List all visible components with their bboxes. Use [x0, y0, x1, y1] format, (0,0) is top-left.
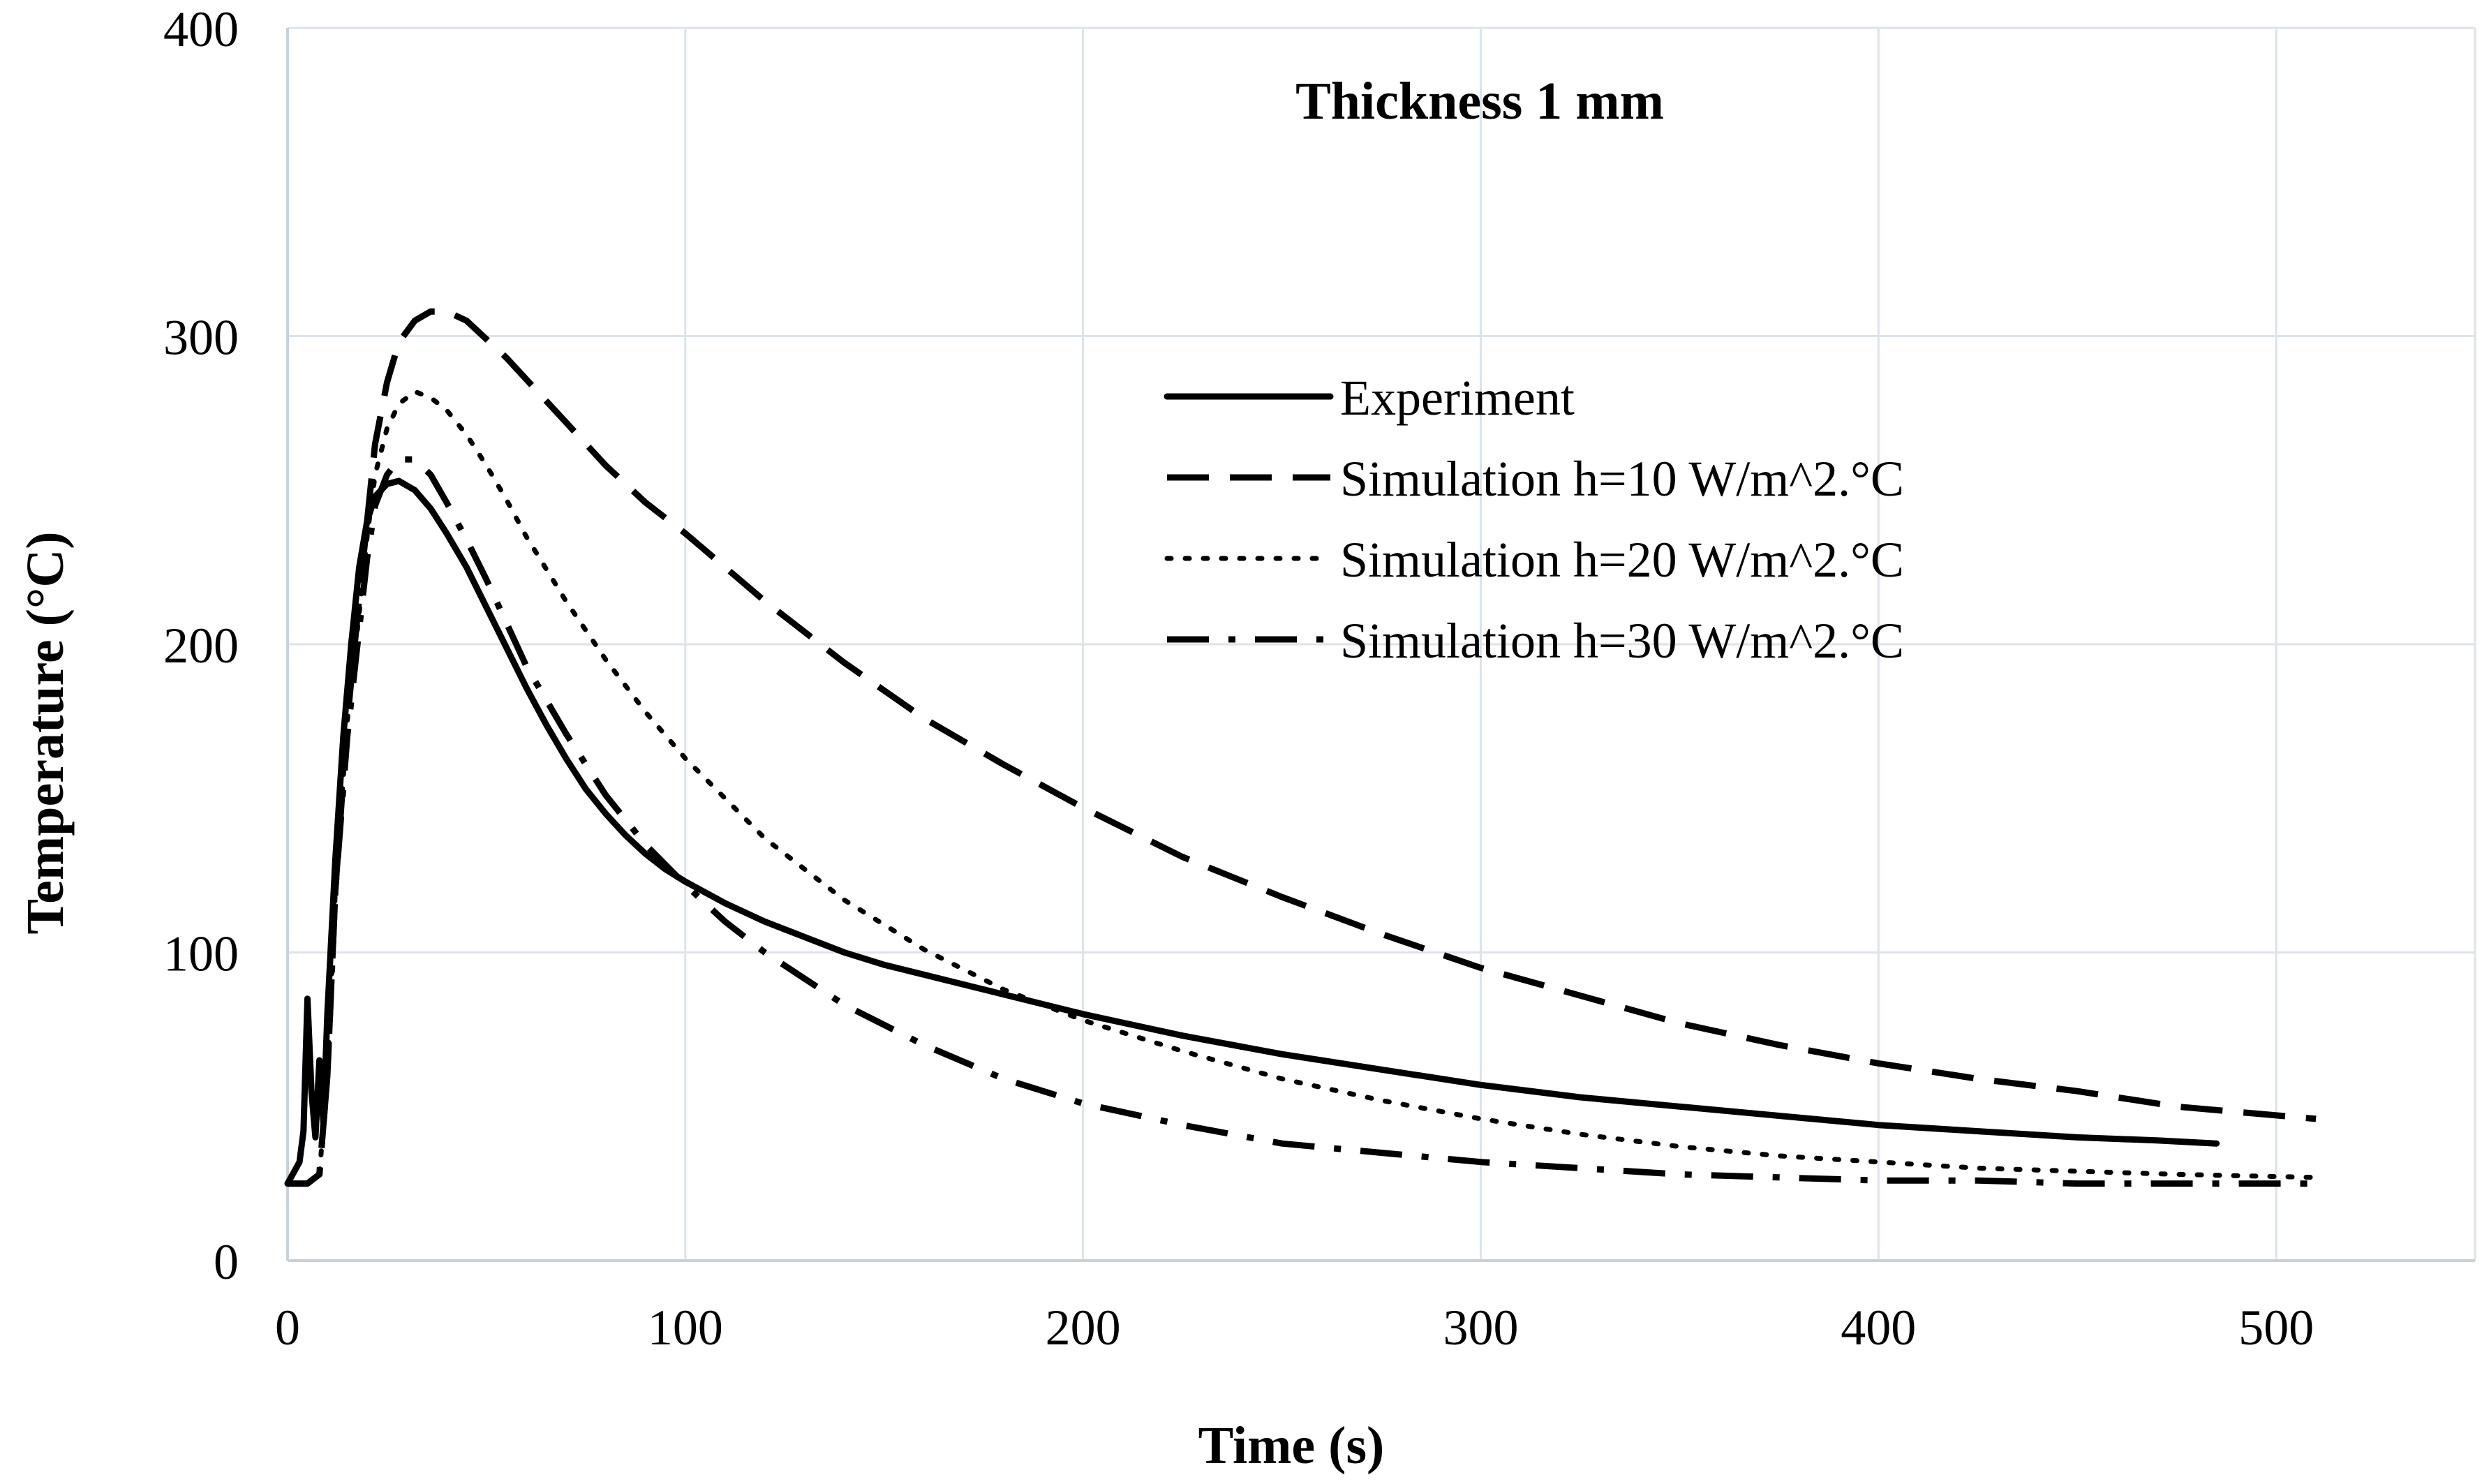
legend: Experiment Simulation h=10 W/m^2.°C Simula… [1164, 370, 1904, 669]
x-tick-label: 100 [648, 1300, 723, 1356]
legend-label-1: Experiment [1340, 370, 1575, 426]
y-tick-label: 0 [214, 1234, 239, 1290]
x-tick-label: 200 [1046, 1300, 1121, 1356]
legend-label-4: Simulation h=30 W/m^2.°C [1340, 613, 1904, 669]
series-line-4 [288, 456, 2317, 1187]
x-tick-label: 300 [1443, 1300, 1518, 1356]
series-line-1 [284, 477, 2220, 1187]
grid-layer [288, 27, 2476, 1261]
series-line-2 [288, 308, 2317, 1187]
x-tick-label: 0 [275, 1300, 300, 1356]
y-axis-label: Temperature (°C) [16, 531, 75, 934]
legend-label-2: Simulation h=10 W/m^2.°C [1340, 451, 1904, 507]
chart-title: Thickness 1 mm [1295, 72, 1664, 131]
x-axis-label: Time (s) [1198, 1416, 1385, 1475]
x-tick-label: 500 [2238, 1300, 2314, 1356]
y-tick-label: 200 [163, 618, 239, 674]
series-line-3 [285, 389, 2319, 1187]
x-tick-label: 400 [1841, 1300, 1916, 1356]
tick-labels: 0 100 200 300 400 0 100 200 300 400 500 [163, 1, 2314, 1356]
axes [286, 28, 2475, 1262]
series-layer [284, 308, 2319, 1187]
y-tick-label: 300 [163, 310, 239, 366]
y-tick-label: 400 [163, 1, 239, 57]
y-tick-label: 100 [163, 926, 239, 982]
legend-label-3: Simulation h=20 W/m^2.°C [1340, 532, 1904, 588]
